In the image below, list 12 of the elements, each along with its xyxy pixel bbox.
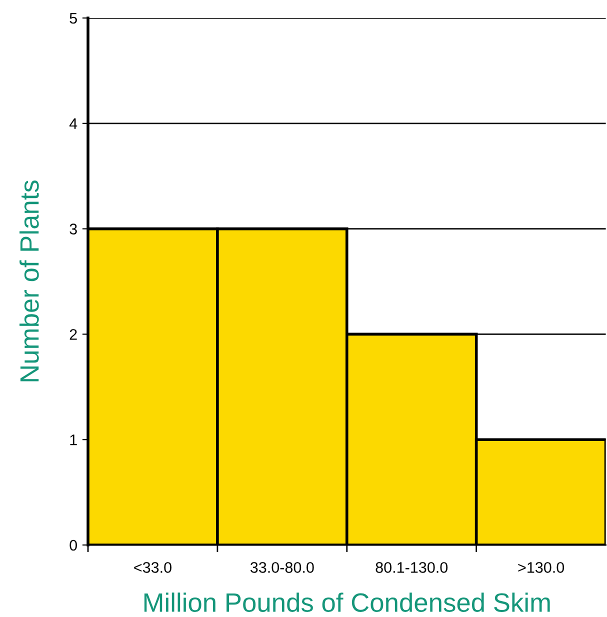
- y-tick-label: 4: [69, 118, 78, 129]
- y-tick-label: 0: [70, 540, 77, 551]
- x-tick-label: <33.0: [134, 562, 172, 573]
- y-tick-label: 3: [70, 224, 77, 234]
- y-tick-label: 1: [70, 434, 77, 446]
- y-tick-label: 5: [70, 13, 77, 24]
- x-axis-title: Million Pounds of Condensed Skim: [144, 592, 550, 612]
- y-tick-label: 2: [70, 329, 77, 340]
- y-axis-title: Number of Plants: [19, 180, 39, 382]
- x-tick-label: >130.0: [518, 562, 564, 573]
- x-tick-label: 33.0-80.0: [250, 562, 314, 573]
- x-tick-label: 80.1-130.0: [376, 562, 448, 573]
